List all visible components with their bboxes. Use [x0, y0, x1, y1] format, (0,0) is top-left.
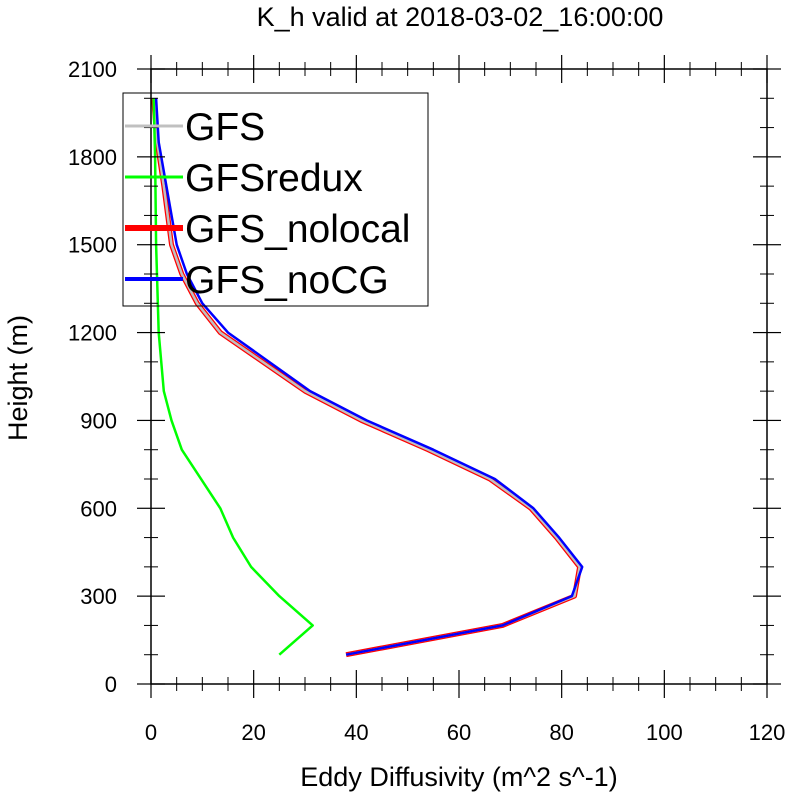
legend-label: GFS: [185, 106, 265, 149]
x-tick-label: 120: [749, 720, 786, 745]
x-tick-label: 100: [646, 720, 683, 745]
x-tick-label: 40: [344, 720, 368, 745]
y-tick-label: 1500: [68, 233, 117, 258]
x-tick-label: 20: [241, 720, 265, 745]
y-tick-label: 1800: [68, 145, 117, 170]
legend-label: GFS_noCG: [185, 259, 389, 302]
x-axis-ticks: 0 20 40 60 80 100 120: [145, 55, 785, 745]
x-tick-label: 0: [145, 720, 157, 745]
y-tick-label: 300: [80, 584, 117, 609]
y-tick-label: 2100: [68, 57, 117, 82]
y-tick-label: 900: [80, 408, 117, 433]
legend-box: [122, 92, 429, 307]
y-tick-label: 0: [105, 672, 117, 697]
legend-label: GFS_nolocal: [185, 208, 410, 251]
x-axis-label: Eddy Diffusivity (m^2 s^-1): [300, 762, 617, 792]
chart-title: K_h valid at 2018-03-02_16:00:00: [257, 2, 664, 32]
y-tick-label: 600: [80, 496, 117, 521]
y-axis-ticks: 0 300 600 900 1200 1500 1800 2100: [68, 57, 781, 697]
y-tick-label: 1200: [68, 321, 117, 346]
legend: GFS GFSredux GFS_nolocal GFS_noCG: [122, 92, 429, 307]
x-tick-label: 60: [447, 720, 471, 745]
y-axis-label: Height (m): [3, 315, 33, 441]
legend-label: GFSredux: [185, 157, 363, 200]
x-tick-label: 80: [549, 720, 573, 745]
